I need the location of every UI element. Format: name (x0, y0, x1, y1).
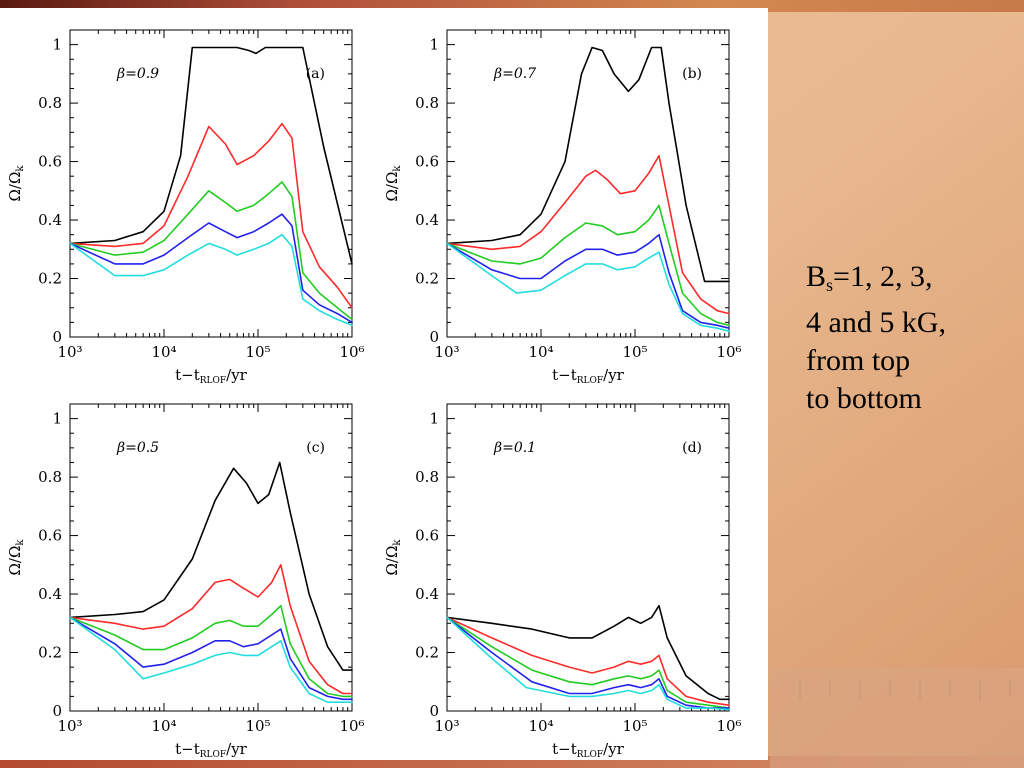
series-line-5 (69, 616, 353, 703)
x-tick-label: 10⁶ (339, 717, 364, 735)
y-axis-label: Ω/Ωk (383, 539, 403, 576)
x-tick-label: 10³ (57, 343, 82, 361)
caption-line-1: Bs=1, 2, 3, (806, 258, 1016, 304)
x-tick-label: 10³ (57, 717, 82, 735)
series-line-1 (69, 46, 353, 265)
caption-line-3: from top (806, 344, 911, 377)
figure-panel (0, 8, 768, 760)
series-line-5 (446, 616, 730, 711)
beta-annotation: β=0.9 (116, 66, 159, 82)
panel-label: (a) (306, 66, 325, 82)
caption-line-4: to bottom (806, 382, 922, 415)
y-tick-label: 0.4 (415, 585, 439, 603)
caption-line-1-rest: =1, 2, 3, (833, 260, 933, 293)
caption-line-2: 4 and 5 kG, (806, 306, 946, 339)
x-tick-label: 10³ (434, 717, 459, 735)
chart-panel-4: 0 0.2 0.4 0.6 0.8 1 10³ 10⁴ 10⁵ 10⁶ t−tRLOF/yr Ω/Ωk… (383, 403, 742, 760)
series-line-1 (446, 604, 730, 701)
x-tick-label: 10⁴ (528, 717, 553, 735)
y-tick-label: 0.2 (415, 644, 439, 662)
series-line-1 (69, 461, 353, 671)
series-line-3 (69, 181, 353, 321)
chart-panel-1: 0 0.2 0.4 0.6 0.8 1 10³ 10⁴ 10⁵ 10⁶ t−tRLOF/yr Ω/Ωk… (6, 29, 365, 386)
series-line-2 (446, 154, 730, 315)
series-line-2 (69, 564, 353, 695)
y-tick-label: 0.6 (38, 153, 62, 171)
y-tick-label: 0.8 (38, 468, 62, 486)
y-tick-label: 0 (429, 328, 439, 346)
series-line-1 (446, 46, 730, 283)
y-tick-label: 1 (52, 410, 62, 428)
x-tick-label: 10⁶ (339, 343, 364, 361)
plot-frame (446, 29, 730, 338)
y-axis-label: Ω/Ωk (383, 165, 403, 202)
panel-label: (d) (682, 440, 702, 456)
y-tick-label: 1 (52, 36, 62, 54)
y-axis-label: Ω/Ωk (6, 165, 26, 202)
beta-annotation: β=0.1 (493, 440, 536, 456)
y-tick-label: 0.2 (38, 270, 62, 288)
plot-frame (446, 403, 730, 712)
y-tick-label: 0.4 (38, 211, 62, 229)
beta-annotation: β=0.7 (493, 66, 536, 82)
x-tick-label: 10⁴ (151, 717, 176, 735)
x-tick-label: 10³ (434, 343, 459, 361)
y-tick-label: 0.6 (415, 527, 439, 545)
y-tick-label: 0.8 (38, 94, 62, 112)
y-tick-label: 1 (429, 410, 439, 428)
y-tick-label: 0.4 (38, 585, 62, 603)
plot-frame (69, 29, 353, 338)
caption-text: Bs=1, 2, 3, 4 and 5 kG, from top to bott… (806, 258, 1016, 418)
series-line-2 (69, 122, 353, 309)
y-tick-label: 1 (429, 36, 439, 54)
x-tick-label: 10⁶ (716, 717, 741, 735)
y-tick-label: 0.4 (415, 211, 439, 229)
series-line-5 (446, 242, 730, 332)
x-tick-label: 10⁴ (151, 343, 176, 361)
caption-b-subscript: s (826, 275, 834, 295)
y-tick-label: 0 (52, 702, 62, 720)
x-tick-label: 10⁵ (245, 343, 270, 361)
panel-label: (c) (306, 440, 325, 456)
y-tick-label: 0.6 (415, 153, 439, 171)
x-axis-label: t−tRLOF/yr (175, 740, 248, 760)
caption-b-letter: B (806, 260, 827, 293)
y-tick-label: 0.8 (415, 468, 439, 486)
y-tick-label: 0.2 (38, 644, 62, 662)
x-tick-label: 10⁶ (716, 343, 741, 361)
series-line-5 (69, 233, 353, 327)
plot-frame (69, 403, 353, 712)
x-tick-label: 10⁵ (622, 343, 647, 361)
series-line-2 (446, 616, 730, 706)
x-tick-label: 10⁵ (245, 717, 270, 735)
series-line-3 (446, 204, 730, 327)
series-line-3 (69, 604, 353, 698)
beta-annotation: β=0.5 (116, 440, 159, 456)
chart-figure: 0 0.2 0.4 0.6 0.8 1 10³ 10⁴ 10⁵ 10⁶ t−tRLOF/yr Ω/Ωk… (6, 29, 742, 760)
y-tick-label: 0.2 (415, 270, 439, 288)
y-tick-label: 0.6 (38, 527, 62, 545)
series-line-4 (446, 233, 730, 329)
panel-label: (b) (682, 66, 702, 82)
chart-panel-2: 0 0.2 0.4 0.6 0.8 1 10³ 10⁴ 10⁵ 10⁶ t−tRLOF/yr Ω/Ωk… (383, 29, 742, 386)
x-axis-label: t−tRLOF/yr (175, 366, 248, 386)
y-tick-label: 0 (52, 328, 62, 346)
y-tick-label: 0 (429, 702, 439, 720)
x-tick-label: 10⁵ (622, 717, 647, 735)
series-line-3 (446, 616, 730, 709)
x-tick-label: 10⁴ (528, 343, 553, 361)
y-tick-label: 0.8 (415, 94, 439, 112)
x-axis-label: t−tRLOF/yr (552, 366, 625, 386)
series-line-4 (69, 616, 353, 701)
series-line-4 (69, 213, 353, 324)
y-axis-label: Ω/Ωk (6, 539, 26, 576)
x-axis-label: t−tRLOF/yr (552, 740, 625, 760)
chart-panel-3: 0 0.2 0.4 0.6 0.8 1 10³ 10⁴ 10⁵ 10⁶ t−tRLOF/yr Ω/Ωk… (6, 403, 365, 760)
series-line-4 (446, 616, 730, 709)
